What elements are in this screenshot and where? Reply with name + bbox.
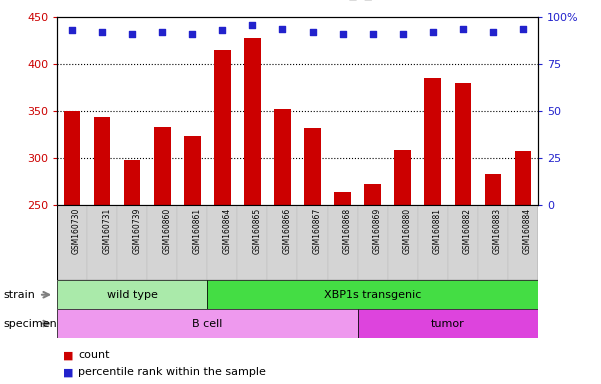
Text: GSM160868: GSM160868 — [343, 208, 352, 254]
Point — [157, 29, 167, 35]
Bar — [207, 280, 538, 309]
Bar — [94, 117, 111, 205]
Text: XBP1s transgenic: XBP1s transgenic — [324, 290, 421, 300]
Text: strain: strain — [3, 290, 35, 300]
Bar — [358, 205, 388, 280]
Point — [248, 22, 257, 28]
Bar — [64, 111, 81, 205]
Bar — [57, 309, 358, 338]
Bar — [184, 136, 201, 205]
Bar — [448, 205, 478, 280]
Text: GSM160730: GSM160730 — [72, 208, 81, 254]
Bar — [508, 205, 538, 280]
Text: tumor: tumor — [431, 318, 465, 329]
Point — [97, 29, 107, 35]
Bar — [424, 78, 441, 205]
Point — [368, 31, 377, 37]
Text: GSM160881: GSM160881 — [433, 208, 442, 254]
Point — [67, 27, 77, 33]
Bar — [388, 205, 418, 280]
Bar — [364, 184, 381, 205]
Bar — [328, 205, 358, 280]
Bar — [207, 205, 237, 280]
Point — [308, 29, 317, 35]
Point — [278, 25, 287, 31]
Text: wild type: wild type — [107, 290, 157, 300]
Bar — [454, 83, 471, 205]
Text: GSM160884: GSM160884 — [523, 208, 532, 254]
Text: GSM160864: GSM160864 — [222, 208, 231, 254]
Text: GSM160865: GSM160865 — [252, 208, 261, 254]
Bar — [154, 127, 171, 205]
Bar — [394, 150, 411, 205]
Point — [488, 29, 498, 35]
Text: specimen: specimen — [3, 318, 56, 329]
Bar — [177, 205, 207, 280]
Point — [218, 27, 227, 33]
Bar — [237, 205, 267, 280]
Text: GSM160867: GSM160867 — [313, 208, 322, 254]
Point — [428, 29, 438, 35]
Bar — [117, 205, 147, 280]
Point — [398, 31, 407, 37]
Bar — [87, 205, 117, 280]
Text: B cell: B cell — [192, 318, 222, 329]
Point — [518, 25, 528, 31]
Bar — [358, 309, 538, 338]
Bar — [304, 128, 321, 205]
Point — [458, 25, 468, 31]
Text: GSM160866: GSM160866 — [282, 208, 291, 254]
Bar — [124, 160, 141, 205]
Point — [127, 31, 137, 37]
Bar — [147, 205, 177, 280]
Bar — [334, 192, 351, 205]
Text: GSM160860: GSM160860 — [162, 208, 171, 254]
Bar — [514, 151, 531, 205]
Text: percentile rank within the sample: percentile rank within the sample — [78, 367, 266, 377]
Text: GSM160883: GSM160883 — [493, 208, 502, 254]
Text: count: count — [78, 350, 109, 360]
Bar — [57, 280, 207, 309]
Text: GSM160882: GSM160882 — [463, 208, 472, 254]
Text: GSM160739: GSM160739 — [132, 208, 141, 254]
Bar — [244, 38, 261, 205]
Text: GSM160731: GSM160731 — [102, 208, 111, 254]
Point — [188, 31, 197, 37]
Text: GSM160869: GSM160869 — [373, 208, 382, 254]
Bar — [297, 205, 328, 280]
Bar — [274, 109, 291, 205]
Bar — [418, 205, 448, 280]
Bar — [214, 50, 231, 205]
Text: ■: ■ — [63, 367, 73, 377]
Text: GSM160880: GSM160880 — [403, 208, 412, 254]
Bar — [57, 205, 87, 280]
Text: ■: ■ — [63, 350, 73, 360]
Bar — [478, 205, 508, 280]
Point — [338, 31, 347, 37]
Bar — [267, 205, 297, 280]
Text: GSM160861: GSM160861 — [192, 208, 201, 254]
Bar — [484, 174, 501, 205]
